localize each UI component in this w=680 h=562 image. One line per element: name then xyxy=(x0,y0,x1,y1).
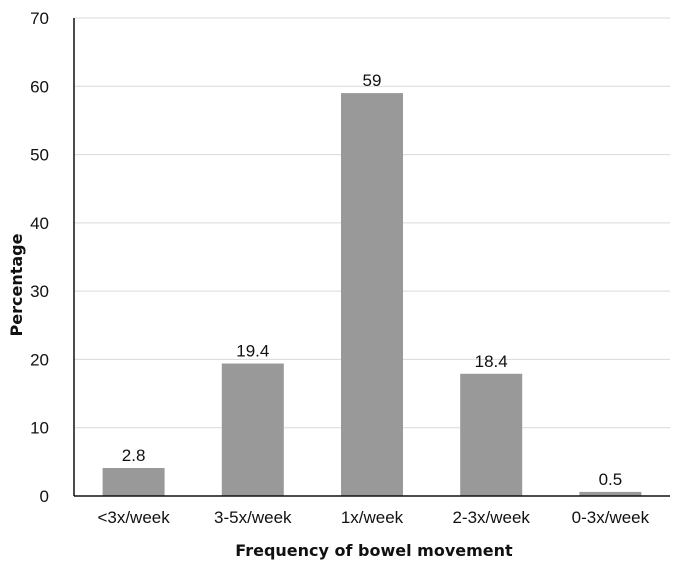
data-labels: 2.8 19.4 59 18.4 0.5 xyxy=(122,71,622,489)
x-tick-labels: <3x/week 3-5x/week 1x/week 2-3x/week 0-3x/we… xyxy=(97,508,649,527)
data-label: 18.4 xyxy=(475,352,508,371)
y-tick-labels: 0 10 20 30 40 50 60 70 xyxy=(30,9,49,506)
data-label: 19.4 xyxy=(236,342,269,361)
y-tick-label: 50 xyxy=(30,146,49,165)
x-axis-title: Frequency of bowel movement xyxy=(235,541,513,560)
x-tick-label: 1x/week xyxy=(341,508,404,527)
y-tick-label: 30 xyxy=(30,282,49,301)
y-tick-label: 10 xyxy=(30,419,49,438)
y-axis-title: Percentage xyxy=(7,233,26,336)
x-tick-label: <3x/week xyxy=(97,508,170,527)
x-tick-label: 3-5x/week xyxy=(214,508,292,527)
bar xyxy=(221,363,284,496)
axes xyxy=(73,18,670,497)
bar xyxy=(341,93,403,496)
x-tick-label: 0-3x/week xyxy=(572,508,650,527)
bar xyxy=(102,468,165,496)
x-tick-label: 2-3x/week xyxy=(452,508,530,527)
data-label: 0.5 xyxy=(599,470,623,489)
data-label: 2.8 xyxy=(122,446,146,465)
bars xyxy=(102,93,642,496)
data-label: 59 xyxy=(363,71,382,90)
y-tick-label: 40 xyxy=(30,214,49,233)
y-tick-label: 60 xyxy=(30,77,49,96)
bar xyxy=(579,491,642,496)
bar xyxy=(460,373,523,496)
y-tick-label: 0 xyxy=(40,487,49,506)
y-tick-label: 70 xyxy=(30,9,49,28)
y-tick-label: 20 xyxy=(30,350,49,369)
